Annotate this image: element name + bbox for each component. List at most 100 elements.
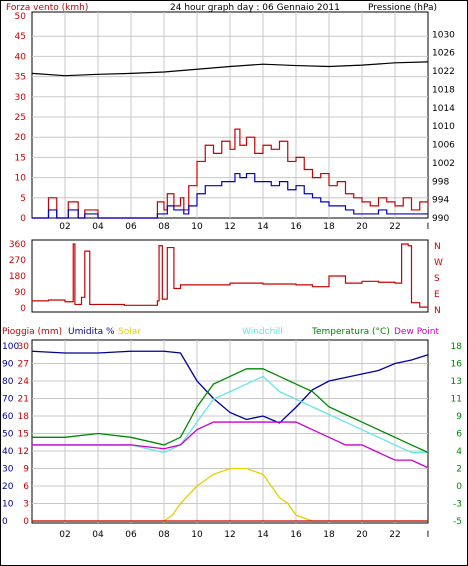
hour-label: 20 (356, 530, 368, 540)
wind-tick-label: 0 (20, 214, 26, 224)
compass-tick-label: N (434, 242, 441, 252)
hour-label: 12 (224, 530, 235, 540)
hour-labels: 02 02 04 04 06 06 08 08 10 10 12 12 14 14 16 16 18 18 20 20… (59, 222, 429, 540)
humidity-tick-label: 30 (2, 465, 14, 475)
temperature-tick-label: 2 (456, 465, 462, 475)
solar-label: Solar (118, 327, 141, 337)
humidity-line (31, 350, 429, 424)
hour-label: 06 (125, 530, 137, 540)
direction-tick-label: 180 (9, 272, 26, 282)
humidity-tick-label: 50 (2, 430, 14, 440)
humidity-label: Umidita % (68, 327, 115, 337)
pressure-tick-label: 1018 (432, 85, 455, 95)
wind-tick-label: 45 (15, 32, 26, 42)
humidity-tick-label: 60 (2, 412, 14, 422)
compass-tick-label: E (434, 290, 440, 300)
humidity-tick-label: 80 (2, 377, 14, 387)
solar-tick-label: 24 (18, 377, 30, 387)
hour-label: 16 (290, 530, 302, 540)
solar-tick-label: 0 (23, 517, 29, 527)
direction-tick-label: 270 (9, 256, 26, 266)
solar-tick-label: 18 (18, 412, 30, 422)
temperature-tick-label: 6 (456, 430, 462, 440)
solar-tick-label: 3 (23, 500, 29, 510)
hour-label: 10 (191, 222, 203, 232)
wind-tick-label: 10 (15, 174, 27, 184)
wind-tick-label: 30 (15, 93, 27, 103)
temperature-tick-label: 13 (451, 377, 462, 387)
direction-tick-label: 90 (15, 288, 27, 298)
direction-tick-label: 0 (20, 304, 26, 314)
wind-series (31, 61, 429, 219)
compass-tick-label: N (434, 306, 441, 316)
wind-direction-line (32, 243, 429, 308)
temperature-tick-label: 4 (456, 447, 462, 457)
hour-label: 16 (290, 222, 302, 232)
temperature-tick-label: 11 (451, 395, 462, 405)
solar-tick-label: 27 (18, 360, 29, 370)
solar-tick-label: 21 (18, 395, 29, 405)
windchill-label: Windchill (242, 327, 283, 337)
humidity-tick-label: 10 (2, 500, 14, 510)
solar-tick-label: 15 (18, 430, 29, 440)
pressure-tick-label: 1022 (432, 67, 455, 77)
temperature-tick-label: 18 (451, 342, 463, 352)
wind-tick-label: 15 (15, 153, 26, 163)
wind-axis-label: Forza vento (kmh) (6, 3, 88, 13)
humidity-tick-label: 70 (2, 395, 14, 405)
solar-tick-label: 12 (18, 447, 29, 457)
chart-title: 24 hour graph day : 06 Gennaio 2011 (170, 3, 340, 13)
solar-tick-label: 6 (23, 482, 29, 492)
temperature-tick-label: 16 (451, 360, 463, 370)
temperature-tick-label: -3 (453, 500, 462, 510)
hour-label: I (427, 222, 430, 232)
direction-tick-label: 360 (9, 240, 26, 250)
direction-panel (31, 239, 429, 313)
hour-label: 02 (59, 222, 70, 232)
temperature-tick-label: 0 (456, 482, 462, 492)
humidity-tick-label: 40 (2, 447, 14, 457)
pressure-tick-label: 1006 (432, 141, 455, 151)
pressure-tick-label: 1026 (432, 49, 455, 59)
temperature-label: Temperatura (°C) (311, 327, 390, 337)
hour-label: 02 (59, 530, 70, 540)
dewpoint-line (32, 421, 429, 469)
temperature-tick-label: 9 (456, 412, 462, 422)
hour-label: 18 (323, 530, 335, 540)
wind-tick-label: 5 (20, 194, 26, 204)
pressure-tick-label: 994 (432, 196, 449, 206)
rain-label: Pioggia (mm) (2, 327, 62, 337)
pressure-tick-label: 990 (432, 214, 449, 224)
solar-line (32, 467, 428, 522)
hour-label: 22 (389, 222, 400, 232)
humidity-tick-label: 20 (2, 482, 14, 492)
hour-label: 18 (323, 222, 335, 232)
hour-label: 04 (92, 530, 104, 540)
hour-label: 06 (125, 222, 137, 232)
solar-tick-label: 30 (18, 342, 30, 352)
pressure-tick-label: 1010 (432, 122, 455, 132)
pressure-tick-label: 1002 (432, 159, 455, 169)
temperature-tick-label: -5 (453, 517, 462, 527)
climate-axis-ticks: 0102030405060708090100036912151821242730… (2, 342, 462, 527)
pressure-line (31, 61, 429, 77)
humidity-tick-label: 90 (2, 360, 14, 370)
humidity-tick-label: 100 (2, 342, 19, 352)
hour-label: I (427, 530, 430, 540)
wind-tick-label: 25 (15, 113, 26, 123)
hour-label: 08 (158, 530, 170, 540)
windchill-line (32, 375, 428, 454)
dewpoint-label: Dew Point (394, 327, 440, 337)
hour-label: 14 (257, 222, 269, 232)
wind-tick-label: 40 (15, 52, 27, 62)
wind-tick-label: 50 (15, 12, 27, 22)
hour-label: 20 (356, 222, 368, 232)
wind-avg-line (32, 172, 428, 219)
hour-label: 04 (92, 222, 104, 232)
wind-tick-label: 20 (15, 133, 27, 143)
hour-label: 08 (158, 222, 170, 232)
wind-tick-label: 35 (15, 73, 26, 83)
temperature-line (32, 368, 429, 454)
